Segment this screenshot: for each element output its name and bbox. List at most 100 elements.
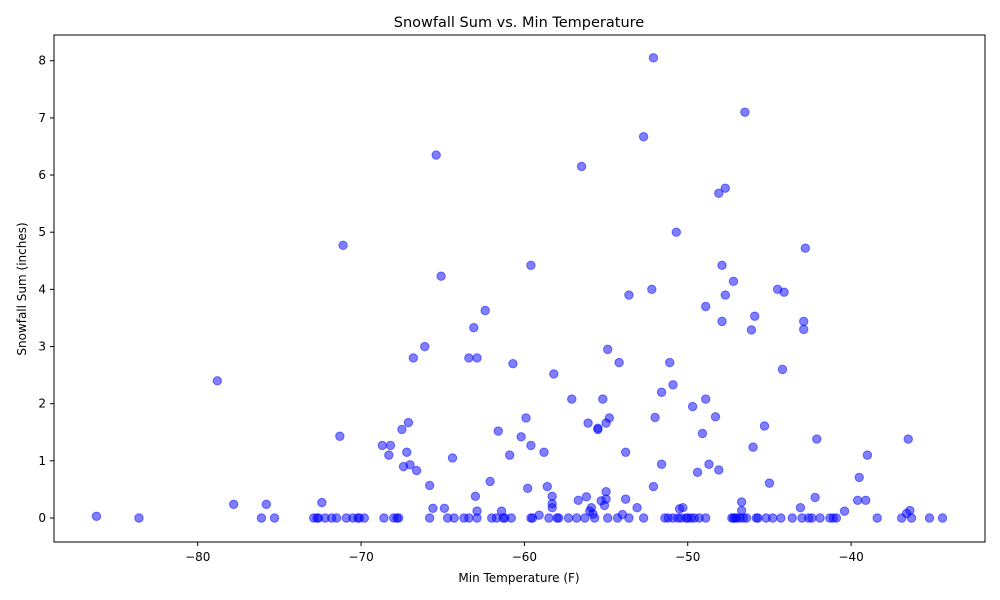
- data-points: [91, 53, 948, 523]
- data-point: [134, 513, 144, 523]
- data-point: [469, 322, 479, 333]
- data-point: [799, 324, 809, 335]
- data-point: [720, 183, 730, 193]
- data-point: [506, 513, 517, 523]
- data-point: [624, 513, 634, 523]
- x-axis-label: Min Temperature (F): [458, 571, 579, 585]
- data-point: [697, 428, 708, 439]
- data-point: [704, 459, 714, 469]
- data-point: [403, 417, 414, 428]
- data-point: [424, 480, 435, 491]
- data-point: [384, 450, 394, 460]
- data-point: [493, 426, 503, 436]
- y-tick-label: 1: [38, 454, 46, 468]
- data-point: [872, 513, 882, 523]
- data-point: [831, 513, 842, 523]
- y-tick-label: 0: [38, 511, 46, 525]
- data-point: [759, 421, 770, 431]
- data-point: [379, 513, 389, 523]
- data-point: [810, 492, 820, 503]
- data-point: [393, 513, 404, 523]
- data-point: [614, 357, 624, 368]
- data-point: [604, 413, 615, 423]
- data-point: [665, 357, 675, 368]
- data-point: [359, 513, 370, 523]
- data-point: [581, 492, 592, 502]
- data-point: [812, 434, 822, 444]
- data-point: [795, 503, 806, 513]
- data-point: [485, 476, 495, 487]
- data-point: [800, 243, 811, 253]
- data-point: [335, 431, 345, 441]
- data-point: [449, 513, 459, 523]
- data-point: [505, 450, 515, 460]
- data-point: [522, 483, 533, 493]
- plot-area-frame: [53, 34, 986, 543]
- data-point: [656, 387, 667, 397]
- data-point: [331, 513, 342, 523]
- data-point: [648, 53, 659, 63]
- data-point: [854, 472, 864, 483]
- data-point: [583, 418, 593, 428]
- x-tick-label: −70: [348, 550, 373, 564]
- data-point: [678, 503, 688, 513]
- data-point: [526, 440, 536, 451]
- data-point: [620, 494, 631, 504]
- data-point: [776, 513, 786, 523]
- data-point: [542, 481, 552, 492]
- data-point: [521, 413, 531, 423]
- data-point: [472, 353, 482, 363]
- data-point: [647, 284, 657, 295]
- data-point: [638, 513, 649, 523]
- data-point: [405, 460, 415, 470]
- y-tick-label: 2: [38, 397, 46, 411]
- chart-title: Snowfall Sum vs. Min Temperature: [394, 15, 645, 31]
- data-point: [648, 481, 659, 492]
- data-point: [741, 513, 752, 523]
- data-point: [717, 316, 727, 327]
- data-point: [937, 513, 948, 523]
- data-point: [228, 499, 239, 509]
- y-axis-ticks: 0 1 2 3 4 5 6 7 8: [38, 54, 54, 525]
- x-tick-label: −80: [185, 550, 210, 564]
- data-point: [447, 453, 458, 463]
- data-point: [710, 412, 721, 422]
- data-point: [436, 271, 446, 281]
- data-point: [620, 447, 631, 457]
- data-point: [852, 495, 863, 505]
- data-point: [861, 495, 871, 505]
- data-point: [397, 424, 407, 435]
- y-tick-label: 8: [38, 54, 46, 68]
- data-point: [862, 450, 873, 460]
- data-point: [544, 513, 554, 523]
- data-point: [563, 513, 574, 523]
- data-point: [580, 513, 590, 523]
- data-point: [603, 344, 613, 355]
- data-point: [269, 513, 280, 523]
- data-point: [598, 394, 608, 404]
- data-point: [261, 499, 272, 509]
- data-point: [746, 325, 757, 335]
- x-tick-label: −40: [838, 550, 863, 564]
- y-tick-label: 7: [38, 111, 46, 125]
- data-point: [573, 495, 583, 505]
- data-point: [701, 394, 711, 404]
- data-point: [212, 376, 223, 386]
- data-point: [748, 442, 758, 452]
- data-point: [787, 513, 797, 523]
- data-point: [554, 513, 564, 523]
- data-point: [472, 513, 482, 523]
- data-point: [420, 341, 430, 352]
- data-point: [701, 513, 711, 523]
- x-tick-label: −50: [675, 550, 700, 564]
- y-tick-label: 5: [38, 225, 46, 239]
- data-point: [539, 447, 549, 457]
- data-point: [385, 440, 396, 451]
- data-point: [516, 432, 526, 442]
- data-point: [377, 440, 387, 451]
- data-point: [593, 424, 603, 435]
- data-point: [687, 401, 698, 412]
- y-tick-label: 6: [38, 168, 46, 182]
- data-point: [317, 497, 327, 508]
